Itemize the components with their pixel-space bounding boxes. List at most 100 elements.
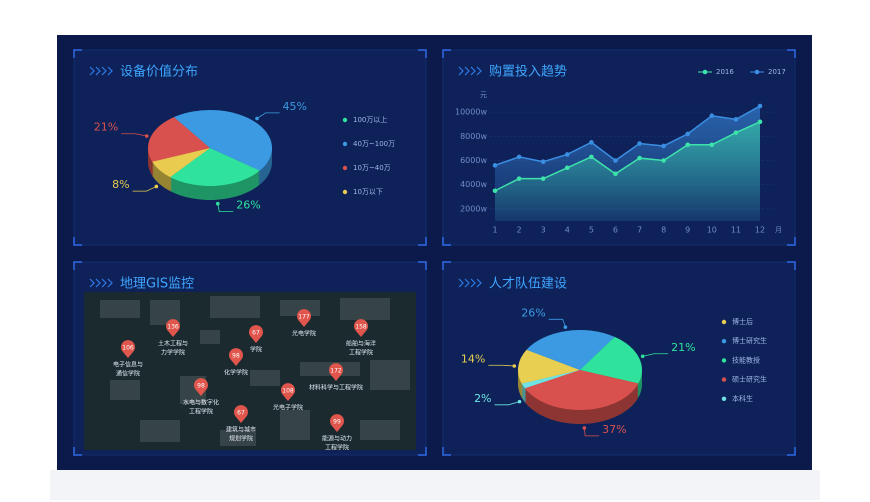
- corner: [442, 237, 451, 246]
- pie-slice: [173, 110, 272, 171]
- point: [589, 140, 594, 145]
- value-label: 2%: [474, 392, 491, 405]
- legend-dot: [342, 141, 348, 147]
- marker-pin: [329, 363, 343, 381]
- point: [492, 163, 498, 168]
- series-line: [494, 121, 761, 192]
- marker-label: 光电子学院: [273, 404, 303, 412]
- point: [685, 131, 691, 137]
- marker-pin: [330, 414, 345, 432]
- value-label: 26%: [236, 199, 260, 212]
- series-line: [494, 105, 761, 167]
- legend-dot: [721, 377, 727, 382]
- point: [540, 159, 546, 165]
- legend-dot: [721, 319, 727, 325]
- pie-slice: [147, 117, 210, 162]
- chevron: [101, 66, 107, 76]
- x-tick-label: 12: [755, 226, 765, 235]
- x-tick-label: 9: [685, 226, 690, 235]
- corner: [418, 261, 427, 270]
- x-tick-label: 3: [541, 226, 546, 235]
- marker-pin: [229, 348, 243, 366]
- legend-label: 博士后: [732, 317, 753, 326]
- marker-label: 电子信息与: [113, 361, 143, 369]
- leader-line: [256, 112, 280, 119]
- point: [516, 154, 522, 160]
- marker-pin: [166, 319, 181, 337]
- marker-pin: [234, 405, 249, 423]
- x-tick-label: 2: [517, 226, 522, 235]
- marker-label: 材料科学与工程学院: [309, 384, 363, 392]
- point: [685, 142, 691, 148]
- corner: [73, 261, 82, 270]
- marker-pin: [281, 383, 296, 401]
- marker-label: 工程学院: [349, 349, 373, 357]
- chevron: [107, 278, 113, 288]
- y-axis-label: 元: [480, 91, 487, 99]
- building: [200, 330, 220, 344]
- x-tick-label: 1: [492, 226, 497, 235]
- legend-label: 10万~40万: [353, 164, 391, 172]
- leader-line: [132, 186, 157, 192]
- building: [280, 410, 310, 440]
- x-tick-label: 6: [613, 226, 618, 235]
- legend-label: 硕士研究生: [732, 375, 767, 384]
- y-tick-label: 10000w: [455, 108, 487, 117]
- pie-slice: [526, 330, 615, 370]
- corner: [442, 49, 451, 58]
- pie-slice: [524, 370, 639, 410]
- marker-label: 化学学院: [224, 369, 248, 377]
- legend-dot: [721, 396, 727, 401]
- marker-label: 光电学院: [292, 330, 316, 338]
- legend-dot: [702, 69, 708, 75]
- chevron: [464, 278, 470, 288]
- point: [661, 158, 666, 163]
- point: [733, 130, 739, 135]
- corner: [73, 49, 82, 58]
- legend-label: 本科生: [732, 394, 753, 403]
- pie-slice: [518, 349, 580, 384]
- leader-line: [583, 427, 600, 437]
- chevron: [95, 66, 101, 76]
- building: [210, 296, 260, 318]
- x-axis-label: 月: [775, 226, 782, 234]
- legend-dot: [342, 117, 348, 123]
- chevron: [470, 278, 476, 288]
- series-area: [495, 121, 760, 221]
- marker-label: 能源与动力: [322, 435, 352, 443]
- x-tick-label: 4: [565, 226, 570, 235]
- marker-value: 136: [167, 324, 179, 331]
- legend-label: 100万以上: [353, 115, 387, 124]
- chevron: [95, 278, 101, 288]
- point: [733, 117, 739, 122]
- marker-label: 规划学院: [229, 435, 253, 443]
- pie-slice: [170, 148, 260, 186]
- marker-pin: [121, 340, 136, 358]
- legend-dot: [721, 358, 727, 363]
- y-tick-label: 8000w: [460, 132, 487, 141]
- y-tick-label: 6000w: [460, 156, 487, 165]
- leader-line: [488, 364, 515, 367]
- chevron: [107, 66, 113, 76]
- chevron: [458, 66, 464, 76]
- marker-label: 土木工程与: [158, 340, 188, 348]
- building: [340, 298, 390, 320]
- marker-value: 99: [333, 419, 341, 426]
- corner: [418, 49, 427, 58]
- chevron: [458, 278, 464, 288]
- building: [110, 380, 140, 400]
- legend-dot: [342, 165, 348, 171]
- marker-value: 98: [197, 383, 205, 390]
- legend-label: 40万~100万: [353, 140, 395, 148]
- leader-line: [548, 318, 566, 328]
- chevron: [476, 278, 482, 288]
- legend-dot: [342, 189, 348, 195]
- marker-pin: [297, 309, 311, 327]
- building: [360, 420, 400, 440]
- panel-title: 人才队伍建设: [489, 277, 567, 292]
- x-tick-label: 11: [731, 226, 741, 235]
- corner: [442, 261, 451, 270]
- legend-dot: [721, 339, 727, 344]
- point: [564, 152, 570, 157]
